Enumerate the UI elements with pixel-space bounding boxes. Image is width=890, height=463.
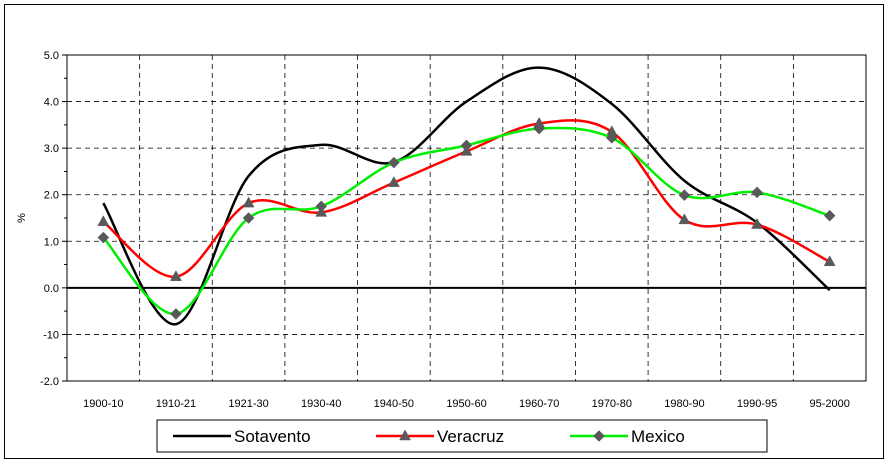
data-point-veracruz xyxy=(678,213,691,225)
x-tick-label: 1990-95 xyxy=(737,398,777,410)
data-point-mexico xyxy=(460,139,473,152)
x-tick-label: 1900-10 xyxy=(83,398,123,410)
series-veracruz xyxy=(97,116,836,281)
legend-marker-mexico xyxy=(593,430,605,442)
x-tick-label: 1980-90 xyxy=(664,398,704,410)
x-tick-label: 1910-21 xyxy=(156,398,196,410)
x-tick-label: 1960-70 xyxy=(519,398,559,410)
y-tick-label: 5.0 xyxy=(44,50,59,62)
legend-box xyxy=(156,419,768,453)
x-tick-label: 95-2000 xyxy=(809,398,849,410)
data-point-veracruz xyxy=(170,270,182,281)
y-tick-label: -2.0 xyxy=(40,376,59,388)
data-point-veracruz xyxy=(823,255,836,267)
x-tick-label: 1921-30 xyxy=(228,398,268,410)
y-axis-label: % xyxy=(16,213,28,223)
legend: Sotavento Veracruz Mexico xyxy=(156,419,768,453)
plot-border xyxy=(66,54,867,382)
data-point-mexico xyxy=(388,156,400,169)
y-tick-label: 3.0 xyxy=(44,143,59,155)
series-line-sotavento xyxy=(102,66,831,326)
y-tick-label: 1.0 xyxy=(44,236,59,248)
legend-label-sotavento: Sotavento xyxy=(234,427,311,446)
plot-area xyxy=(66,54,867,382)
legend-marker-veracruz xyxy=(399,429,411,441)
data-point-veracruz xyxy=(387,176,400,187)
legend-label-mexico: Mexico xyxy=(631,427,685,446)
data-point-mexico xyxy=(533,122,545,135)
data-point-mexico xyxy=(315,200,328,213)
y-tick-label: 4.0 xyxy=(44,97,59,109)
data-point-mexico xyxy=(242,212,255,224)
data-point-mexico xyxy=(605,132,618,144)
x-tick-label: 1950-60 xyxy=(446,398,486,410)
data-point-veracruz xyxy=(751,218,763,229)
legend-label-veracruz: Veracruz xyxy=(437,427,504,446)
series-line-mexico xyxy=(102,126,831,316)
data-point-mexico xyxy=(823,209,836,222)
y-tick-label: 0.0 xyxy=(44,283,59,295)
series-mexico xyxy=(97,122,836,320)
series-layer xyxy=(97,66,836,326)
x-tick-label: 1930-40 xyxy=(301,398,341,410)
data-point-mexico xyxy=(678,189,691,202)
data-point-veracruz xyxy=(242,196,255,208)
data-point-mexico xyxy=(170,308,182,320)
data-point-veracruz xyxy=(97,215,110,226)
data-point-mexico xyxy=(97,231,110,244)
x-tick-label: 1940-50 xyxy=(374,398,414,410)
y-tick-label: 2.0 xyxy=(44,190,59,202)
y-tick-label: -10 xyxy=(43,329,59,341)
series-sotavento xyxy=(102,66,831,326)
data-point-mexico xyxy=(751,186,763,199)
x-tick-label: 1970-80 xyxy=(592,398,632,410)
